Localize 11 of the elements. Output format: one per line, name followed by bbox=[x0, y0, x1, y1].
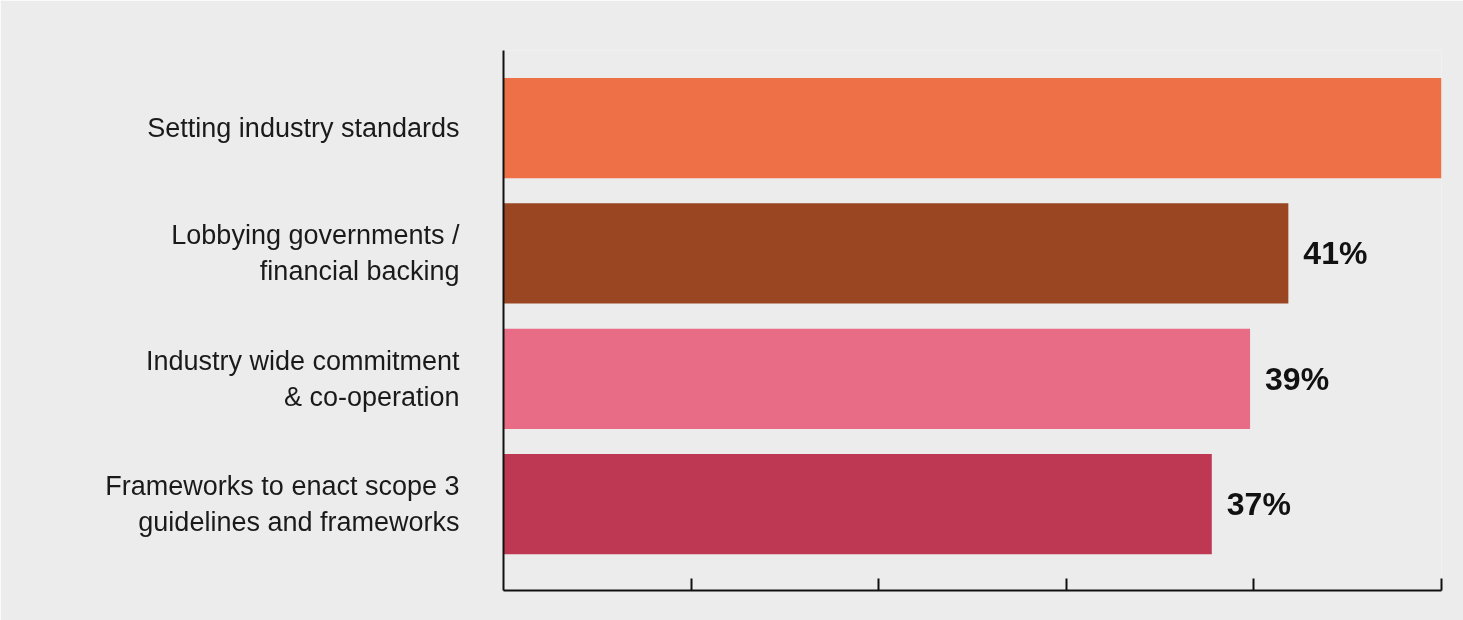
bar bbox=[503, 78, 1442, 179]
data-label: 37% bbox=[1226, 486, 1291, 523]
y-tick-label: Lobbying governments / financial backing bbox=[171, 220, 460, 287]
y-tick-label: Setting industry standards bbox=[147, 113, 460, 144]
bar bbox=[503, 328, 1251, 429]
bar bbox=[503, 203, 1289, 304]
y-tick-label: Industry wide commitment & co-operation bbox=[145, 345, 460, 412]
data-label: 39% bbox=[1265, 360, 1330, 397]
data-label: 41% bbox=[1303, 235, 1368, 272]
y-tick-label: Frameworks to enact scope 3 guidelines and frameworks bbox=[105, 471, 460, 538]
bar bbox=[503, 453, 1212, 555]
